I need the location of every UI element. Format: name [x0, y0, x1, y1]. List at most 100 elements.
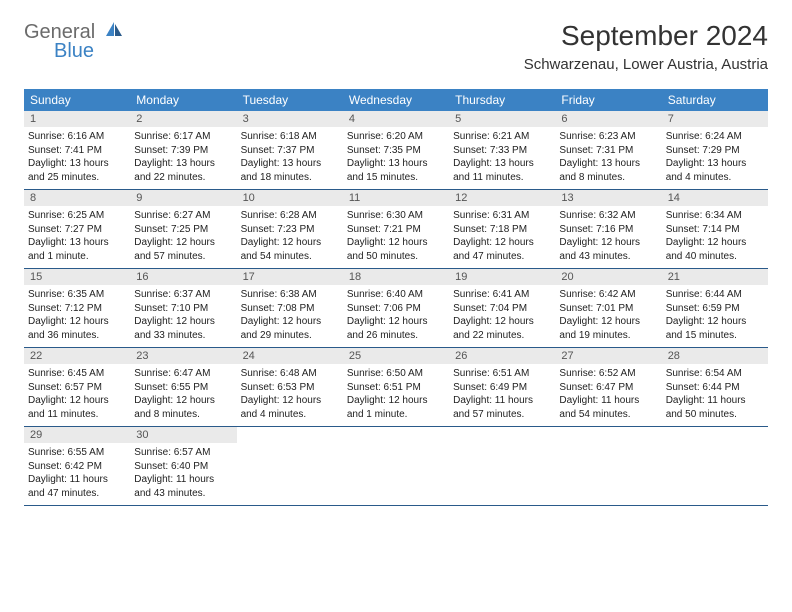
sunrise-text: Sunrise: 6:34 AM — [666, 209, 764, 223]
day-number: 14 — [662, 190, 768, 206]
sunset-text: Sunset: 7:12 PM — [28, 302, 126, 316]
day-cell: 23Sunrise: 6:47 AMSunset: 6:55 PMDayligh… — [130, 348, 236, 426]
sunset-text: Sunset: 7:04 PM — [453, 302, 551, 316]
day-content: Sunrise: 6:57 AMSunset: 6:40 PMDaylight:… — [130, 443, 236, 504]
daylight-text: Daylight: 13 hours and 11 minutes. — [453, 157, 551, 184]
day-cell: 25Sunrise: 6:50 AMSunset: 6:51 PMDayligh… — [343, 348, 449, 426]
empty-cell — [449, 427, 555, 505]
sunrise-text: Sunrise: 6:54 AM — [666, 367, 764, 381]
day-content: Sunrise: 6:24 AMSunset: 7:29 PMDaylight:… — [662, 127, 768, 188]
day-cell: 17Sunrise: 6:38 AMSunset: 7:08 PMDayligh… — [237, 269, 343, 347]
daylight-text: Daylight: 13 hours and 22 minutes. — [134, 157, 232, 184]
day-cell: 1Sunrise: 6:16 AMSunset: 7:41 PMDaylight… — [24, 111, 130, 189]
sunrise-text: Sunrise: 6:30 AM — [347, 209, 445, 223]
day-cell: 8Sunrise: 6:25 AMSunset: 7:27 PMDaylight… — [24, 190, 130, 268]
day-content: Sunrise: 6:55 AMSunset: 6:42 PMDaylight:… — [24, 443, 130, 504]
week-row: 15Sunrise: 6:35 AMSunset: 7:12 PMDayligh… — [24, 269, 768, 348]
day-number: 3 — [237, 111, 343, 127]
day-content: Sunrise: 6:31 AMSunset: 7:18 PMDaylight:… — [449, 206, 555, 267]
day-cell: 29Sunrise: 6:55 AMSunset: 6:42 PMDayligh… — [24, 427, 130, 505]
day-number: 16 — [130, 269, 236, 285]
day-number: 8 — [24, 190, 130, 206]
daylight-text: Daylight: 12 hours and 50 minutes. — [347, 236, 445, 263]
sunrise-text: Sunrise: 6:21 AM — [453, 130, 551, 144]
daylight-text: Daylight: 12 hours and 29 minutes. — [241, 315, 339, 342]
daylight-text: Daylight: 12 hours and 22 minutes. — [453, 315, 551, 342]
location: Schwarzenau, Lower Austria, Austria — [524, 56, 768, 73]
day-number: 24 — [237, 348, 343, 364]
daylight-text: Daylight: 13 hours and 8 minutes. — [559, 157, 657, 184]
daylight-text: Daylight: 13 hours and 15 minutes. — [347, 157, 445, 184]
day-header-saturday: Saturday — [662, 89, 768, 111]
sunset-text: Sunset: 7:35 PM — [347, 144, 445, 158]
sunset-text: Sunset: 7:25 PM — [134, 223, 232, 237]
day-cell: 11Sunrise: 6:30 AMSunset: 7:21 PMDayligh… — [343, 190, 449, 268]
day-number: 26 — [449, 348, 555, 364]
day-content: Sunrise: 6:32 AMSunset: 7:16 PMDaylight:… — [555, 206, 661, 267]
daylight-text: Daylight: 12 hours and 47 minutes. — [453, 236, 551, 263]
day-cell: 4Sunrise: 6:20 AMSunset: 7:35 PMDaylight… — [343, 111, 449, 189]
day-content: Sunrise: 6:40 AMSunset: 7:06 PMDaylight:… — [343, 285, 449, 346]
day-cell: 9Sunrise: 6:27 AMSunset: 7:25 PMDaylight… — [130, 190, 236, 268]
empty-cell — [662, 427, 768, 505]
day-cell: 10Sunrise: 6:28 AMSunset: 7:23 PMDayligh… — [237, 190, 343, 268]
sunset-text: Sunset: 7:27 PM — [28, 223, 126, 237]
day-headers-row: Sunday Monday Tuesday Wednesday Thursday… — [24, 89, 768, 111]
sunset-text: Sunset: 6:42 PM — [28, 460, 126, 474]
day-content: Sunrise: 6:38 AMSunset: 7:08 PMDaylight:… — [237, 285, 343, 346]
day-number: 4 — [343, 111, 449, 127]
sunset-text: Sunset: 6:44 PM — [666, 381, 764, 395]
week-row: 22Sunrise: 6:45 AMSunset: 6:57 PMDayligh… — [24, 348, 768, 427]
day-content: Sunrise: 6:48 AMSunset: 6:53 PMDaylight:… — [237, 364, 343, 425]
logo-sail-icon — [104, 25, 124, 42]
sunrise-text: Sunrise: 6:45 AM — [28, 367, 126, 381]
logo-text-blue: Blue — [54, 40, 124, 63]
day-cell: 2Sunrise: 6:17 AMSunset: 7:39 PMDaylight… — [130, 111, 236, 189]
sunset-text: Sunset: 7:37 PM — [241, 144, 339, 158]
day-cell: 24Sunrise: 6:48 AMSunset: 6:53 PMDayligh… — [237, 348, 343, 426]
day-cell: 12Sunrise: 6:31 AMSunset: 7:18 PMDayligh… — [449, 190, 555, 268]
sunset-text: Sunset: 7:16 PM — [559, 223, 657, 237]
daylight-text: Daylight: 12 hours and 15 minutes. — [666, 315, 764, 342]
day-number: 17 — [237, 269, 343, 285]
sunset-text: Sunset: 7:23 PM — [241, 223, 339, 237]
day-content: Sunrise: 6:23 AMSunset: 7:31 PMDaylight:… — [555, 127, 661, 188]
day-number: 20 — [555, 269, 661, 285]
sunrise-text: Sunrise: 6:18 AM — [241, 130, 339, 144]
day-content: Sunrise: 6:18 AMSunset: 7:37 PMDaylight:… — [237, 127, 343, 188]
sunset-text: Sunset: 6:55 PM — [134, 381, 232, 395]
sunrise-text: Sunrise: 6:27 AM — [134, 209, 232, 223]
day-cell: 5Sunrise: 6:21 AMSunset: 7:33 PMDaylight… — [449, 111, 555, 189]
sunrise-text: Sunrise: 6:51 AM — [453, 367, 551, 381]
daylight-text: Daylight: 12 hours and 11 minutes. — [28, 394, 126, 421]
sunset-text: Sunset: 7:01 PM — [559, 302, 657, 316]
day-content: Sunrise: 6:42 AMSunset: 7:01 PMDaylight:… — [555, 285, 661, 346]
daylight-text: Daylight: 13 hours and 4 minutes. — [666, 157, 764, 184]
sunrise-text: Sunrise: 6:37 AM — [134, 288, 232, 302]
day-content: Sunrise: 6:45 AMSunset: 6:57 PMDaylight:… — [24, 364, 130, 425]
day-header-monday: Monday — [130, 89, 236, 111]
daylight-text: Daylight: 11 hours and 50 minutes. — [666, 394, 764, 421]
sunrise-text: Sunrise: 6:42 AM — [559, 288, 657, 302]
day-cell: 15Sunrise: 6:35 AMSunset: 7:12 PMDayligh… — [24, 269, 130, 347]
month-title: September 2024 — [524, 20, 768, 52]
sunset-text: Sunset: 6:57 PM — [28, 381, 126, 395]
daylight-text: Daylight: 13 hours and 1 minute. — [28, 236, 126, 263]
day-number: 23 — [130, 348, 236, 364]
empty-cell — [237, 427, 343, 505]
sunrise-text: Sunrise: 6:32 AM — [559, 209, 657, 223]
day-number: 22 — [24, 348, 130, 364]
day-header-friday: Friday — [555, 89, 661, 111]
sunset-text: Sunset: 7:21 PM — [347, 223, 445, 237]
day-header-tuesday: Tuesday — [237, 89, 343, 111]
day-number: 15 — [24, 269, 130, 285]
day-header-wednesday: Wednesday — [343, 89, 449, 111]
daylight-text: Daylight: 12 hours and 40 minutes. — [666, 236, 764, 263]
day-content: Sunrise: 6:51 AMSunset: 6:49 PMDaylight:… — [449, 364, 555, 425]
day-number: 12 — [449, 190, 555, 206]
calendar: Sunday Monday Tuesday Wednesday Thursday… — [24, 89, 768, 506]
daylight-text: Daylight: 13 hours and 25 minutes. — [28, 157, 126, 184]
sunrise-text: Sunrise: 6:28 AM — [241, 209, 339, 223]
day-cell: 20Sunrise: 6:42 AMSunset: 7:01 PMDayligh… — [555, 269, 661, 347]
day-content: Sunrise: 6:17 AMSunset: 7:39 PMDaylight:… — [130, 127, 236, 188]
